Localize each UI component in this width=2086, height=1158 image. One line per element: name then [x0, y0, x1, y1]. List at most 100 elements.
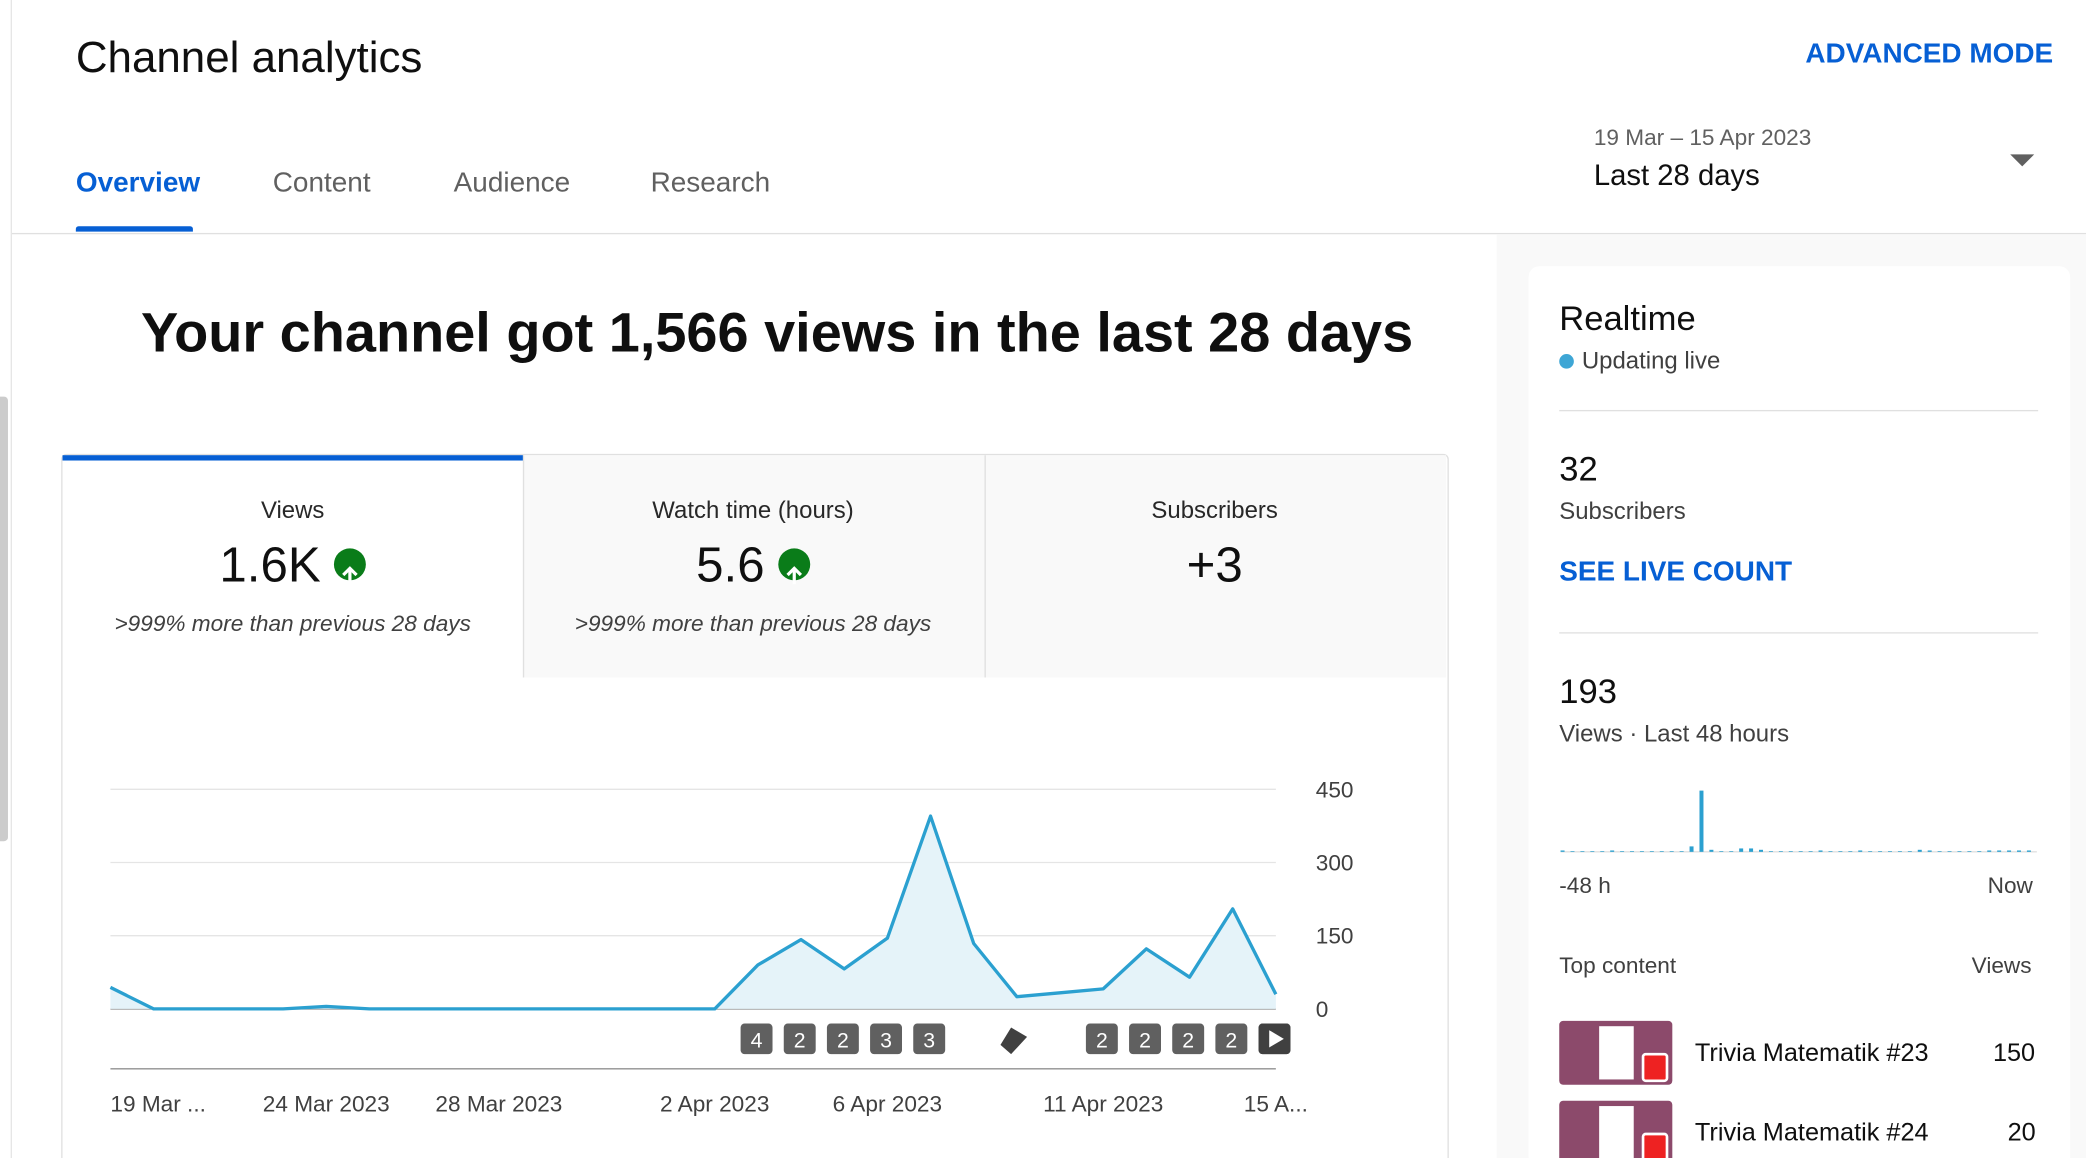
date-range-dates[interactable]: 19 Mar – 15 Apr 2023 — [1593, 125, 1812, 151]
bar — [1729, 851, 1734, 852]
views-label: Views · Last 48 hours — [1559, 720, 1790, 747]
bar — [1610, 850, 1615, 852]
date-range-label[interactable]: Last 28 days — [1593, 158, 1760, 192]
annotation-count: 2 — [794, 1028, 806, 1052]
arrow — [342, 566, 358, 585]
thumb-card — [1599, 1026, 1634, 1080]
bar — [1620, 851, 1625, 852]
bar — [1759, 849, 1764, 852]
divider — [984, 455, 986, 678]
video-title[interactable]: Trivia Matematik #24 — [1694, 1119, 1929, 1148]
annotation-count: 2 — [837, 1028, 849, 1052]
bar — [1709, 849, 1714, 852]
annotation-badge — [783, 1023, 816, 1055]
annotation-badge — [913, 1023, 946, 1055]
bar — [1848, 851, 1853, 852]
bar — [1798, 851, 1803, 852]
bar — [1679, 851, 1684, 852]
metric-label[interactable]: Watch time (hours) — [652, 496, 854, 524]
realtime-title: Realtime — [1559, 298, 1696, 339]
realtime-card — [1528, 266, 2071, 1158]
annotation-badge — [1172, 1023, 1205, 1055]
x-tick-label: 15 A... — [1244, 1091, 1308, 1116]
thumbnail[interactable] — [1559, 1020, 1673, 1085]
video-views: 20 — [2007, 1119, 2036, 1148]
bar — [1838, 851, 1843, 852]
metric-change: >999% more than previous 28 days — [574, 610, 932, 637]
bar — [2026, 850, 2031, 852]
status-text: Updating live — [1581, 347, 1721, 375]
metric-value[interactable]: 5.6 — [523, 538, 983, 594]
bar — [1957, 851, 1962, 852]
left-border — [10, 0, 12, 1158]
top-content-title: Top content — [1559, 952, 1677, 979]
top-content-column: Views — [1971, 952, 2032, 979]
up-icon — [334, 548, 366, 585]
see-live-count[interactable]: SEE LIVE COUNT — [1559, 556, 1793, 587]
bar — [1907, 851, 1912, 852]
divider — [1559, 409, 2039, 412]
divider — [1559, 632, 2039, 634]
annotation-count: 2 — [1096, 1028, 1108, 1052]
y-tick-label: 0 — [1316, 997, 1329, 1022]
views-count: 193 — [1559, 670, 1617, 711]
bar — [1689, 846, 1694, 852]
bar — [1967, 851, 1972, 852]
page-title: Channel analytics — [75, 31, 423, 82]
side-handle — [0, 396, 8, 842]
bar — [1590, 851, 1595, 852]
line — [109, 814, 1278, 1011]
bar — [2016, 850, 2021, 852]
tab[interactable]: Overview — [75, 167, 201, 199]
header-divider — [11, 232, 2086, 235]
play-icon — [1269, 1030, 1284, 1048]
metric-value-text: 5.6 — [696, 537, 765, 593]
advanced-mode[interactable]: ADVANCED MODE — [1805, 38, 2054, 70]
bar — [1937, 851, 1942, 852]
shorts-icon — [1000, 1027, 1028, 1055]
metric-label[interactable]: Subscribers — [1151, 496, 1278, 524]
bar — [1649, 851, 1654, 852]
bar — [1888, 851, 1892, 852]
bar — [1699, 790, 1704, 852]
x-tick-label: 24 Mar 2023 — [263, 1091, 390, 1116]
metric-change: >999% more than previous 28 days — [114, 610, 471, 637]
bar — [1600, 851, 1605, 852]
bar — [1997, 850, 2002, 852]
thumbnail[interactable] — [1559, 1100, 1673, 1158]
divider — [522, 455, 525, 678]
dropdown-arrow[interactable] — [2010, 154, 2035, 167]
bar — [1878, 851, 1883, 852]
thumb-card — [1599, 1106, 1634, 1158]
tab-indicator — [75, 226, 193, 232]
video-views: 150 — [1992, 1039, 2036, 1068]
annotation-count: 4 — [751, 1028, 763, 1052]
bar — [1947, 851, 1952, 852]
x-start: -48 h — [1559, 873, 1611, 899]
bar — [1639, 851, 1644, 852]
bar — [1917, 849, 1922, 852]
metric-label[interactable]: Views — [260, 496, 325, 524]
metric-value[interactable]: +3 — [1186, 537, 1243, 593]
metric-value-text: 1.6K — [219, 537, 321, 593]
annotation-badge — [1215, 1023, 1248, 1055]
metric-value[interactable]: 1.6K — [63, 538, 523, 594]
bar — [1669, 851, 1674, 852]
bar — [1828, 851, 1833, 852]
annotation-count: 2 — [1182, 1028, 1194, 1052]
video-title[interactable]: Trivia Matematik #23 — [1694, 1039, 1929, 1068]
tab[interactable]: Content — [272, 167, 371, 199]
y-tick-label: 450 — [1316, 777, 1354, 802]
x-tick-label: 28 Mar 2023 — [435, 1091, 562, 1116]
bar — [1818, 850, 1823, 852]
realtime-status: Updating live — [1559, 347, 1720, 375]
x-end: Now — [1987, 873, 2033, 899]
tab[interactable]: Research — [650, 167, 771, 199]
bar — [1719, 851, 1724, 852]
tab[interactable]: Audience — [453, 167, 571, 199]
annotation-badge — [870, 1023, 903, 1055]
bar — [1927, 850, 1932, 852]
subscriber-label: Subscribers — [1559, 497, 1686, 525]
annotation-count: 3 — [923, 1028, 935, 1052]
